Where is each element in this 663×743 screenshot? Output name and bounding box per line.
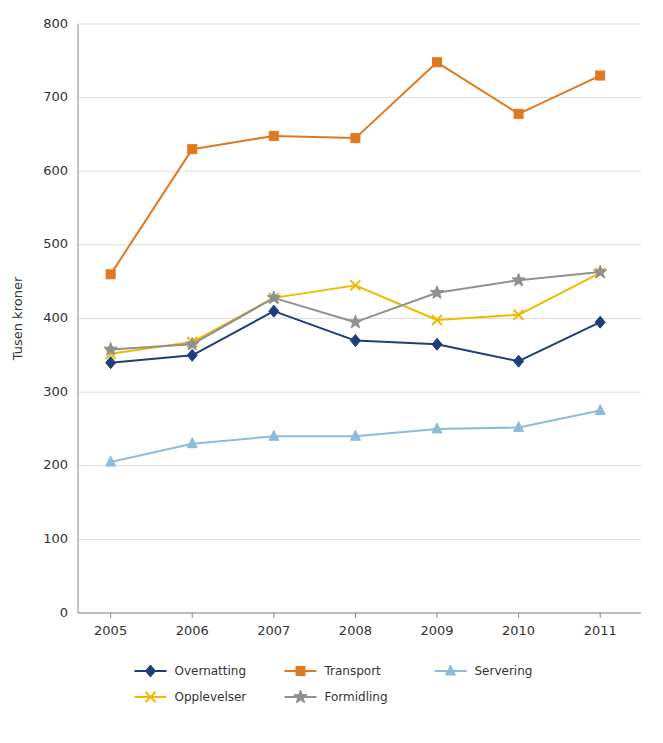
x-tick-label: 2011 <box>584 623 617 638</box>
point-marker <box>514 109 523 118</box>
series-line <box>111 273 601 354</box>
x-tick-label: 2008 <box>339 623 372 638</box>
legend-item: Opplevelser <box>135 690 247 704</box>
point-marker <box>512 273 525 286</box>
y-axis-label: Tusen kroner <box>10 276 25 361</box>
grid-line <box>78 244 641 245</box>
point-marker <box>433 58 442 67</box>
x-tick-label: 2006 <box>176 623 209 638</box>
y-axis-line <box>78 24 79 613</box>
x-tick-label: 2010 <box>502 623 535 638</box>
grid-line <box>78 613 641 614</box>
point-marker <box>269 305 279 317</box>
point-marker <box>188 145 197 154</box>
point-marker <box>350 335 360 347</box>
point-marker <box>269 430 279 440</box>
point-marker <box>106 456 116 466</box>
point-marker <box>430 286 443 299</box>
point-marker <box>349 315 362 328</box>
point-marker <box>187 438 197 448</box>
legend-marker <box>446 665 456 675</box>
legend-marker <box>146 665 156 677</box>
point-marker <box>432 423 442 433</box>
y-tick-label: 100 <box>43 531 68 546</box>
chart: 0 100 200 300 400 500 600 700 800 2005 2006 2007 200… <box>0 0 663 743</box>
grid-line <box>78 171 641 172</box>
point-marker <box>595 405 605 415</box>
x-tick <box>355 613 356 618</box>
legend-label: Servering <box>475 664 533 678</box>
point-marker <box>514 355 524 367</box>
grid-line <box>78 465 641 466</box>
x-axis-line <box>78 613 641 614</box>
legend-marker <box>146 692 156 702</box>
x-tick <box>192 613 193 618</box>
grid-line <box>78 318 641 319</box>
point-marker <box>595 316 605 328</box>
legend: Overnatting Transport Servering Opplevelser… <box>135 664 533 704</box>
grid-line <box>78 539 641 540</box>
point-marker <box>514 421 524 431</box>
point-marker <box>350 280 360 290</box>
x-tick <box>110 613 111 618</box>
plot-area <box>104 58 607 466</box>
x-tick <box>600 613 601 618</box>
y-grid <box>78 24 641 613</box>
legend-label: Opplevelser <box>175 690 247 704</box>
legend-item: Transport <box>285 664 382 678</box>
x-tick-label: 2009 <box>420 623 453 638</box>
y-tick-label: 400 <box>43 310 68 325</box>
point-marker <box>269 131 278 140</box>
grid-line <box>78 392 641 393</box>
x-tick-label: 2005 <box>94 623 127 638</box>
point-marker <box>186 337 199 350</box>
point-marker <box>514 310 524 320</box>
point-marker <box>106 270 115 279</box>
point-marker <box>187 349 197 361</box>
legend-item: Formidling <box>285 690 388 704</box>
legend-marker <box>296 667 305 676</box>
point-marker <box>104 342 117 355</box>
legend-label: Transport <box>324 664 382 678</box>
legend-label: Formidling <box>325 690 388 704</box>
point-marker <box>432 338 442 350</box>
legend-label: Overnatting <box>175 664 247 678</box>
point-marker <box>267 291 280 304</box>
y-tick-label: 800 <box>43 16 68 31</box>
x-tick <box>518 613 519 618</box>
y-tick-label: 200 <box>43 457 68 472</box>
point-marker <box>594 265 607 278</box>
legend-item: Overnatting <box>135 664 247 678</box>
grid-line <box>78 97 641 98</box>
y-tick-label: 300 <box>43 384 68 399</box>
point-marker <box>350 430 360 440</box>
point-marker <box>432 315 442 325</box>
series-line <box>111 311 601 363</box>
y-tick-label: 500 <box>43 236 68 251</box>
x-tick-label: 2007 <box>257 623 290 638</box>
y-tick-label: 0 <box>60 605 68 620</box>
series-line <box>111 62 601 274</box>
y-tick-label: 600 <box>43 163 68 178</box>
y-tick-label: 700 <box>43 89 68 104</box>
grid-line <box>78 24 641 25</box>
legend-item: Servering <box>435 664 533 678</box>
series-line <box>111 411 601 463</box>
legend-marker <box>294 690 307 703</box>
point-marker <box>351 134 360 143</box>
x-tick <box>273 613 274 618</box>
x-tick <box>437 613 438 618</box>
series-line <box>111 272 601 349</box>
point-marker <box>596 71 605 80</box>
